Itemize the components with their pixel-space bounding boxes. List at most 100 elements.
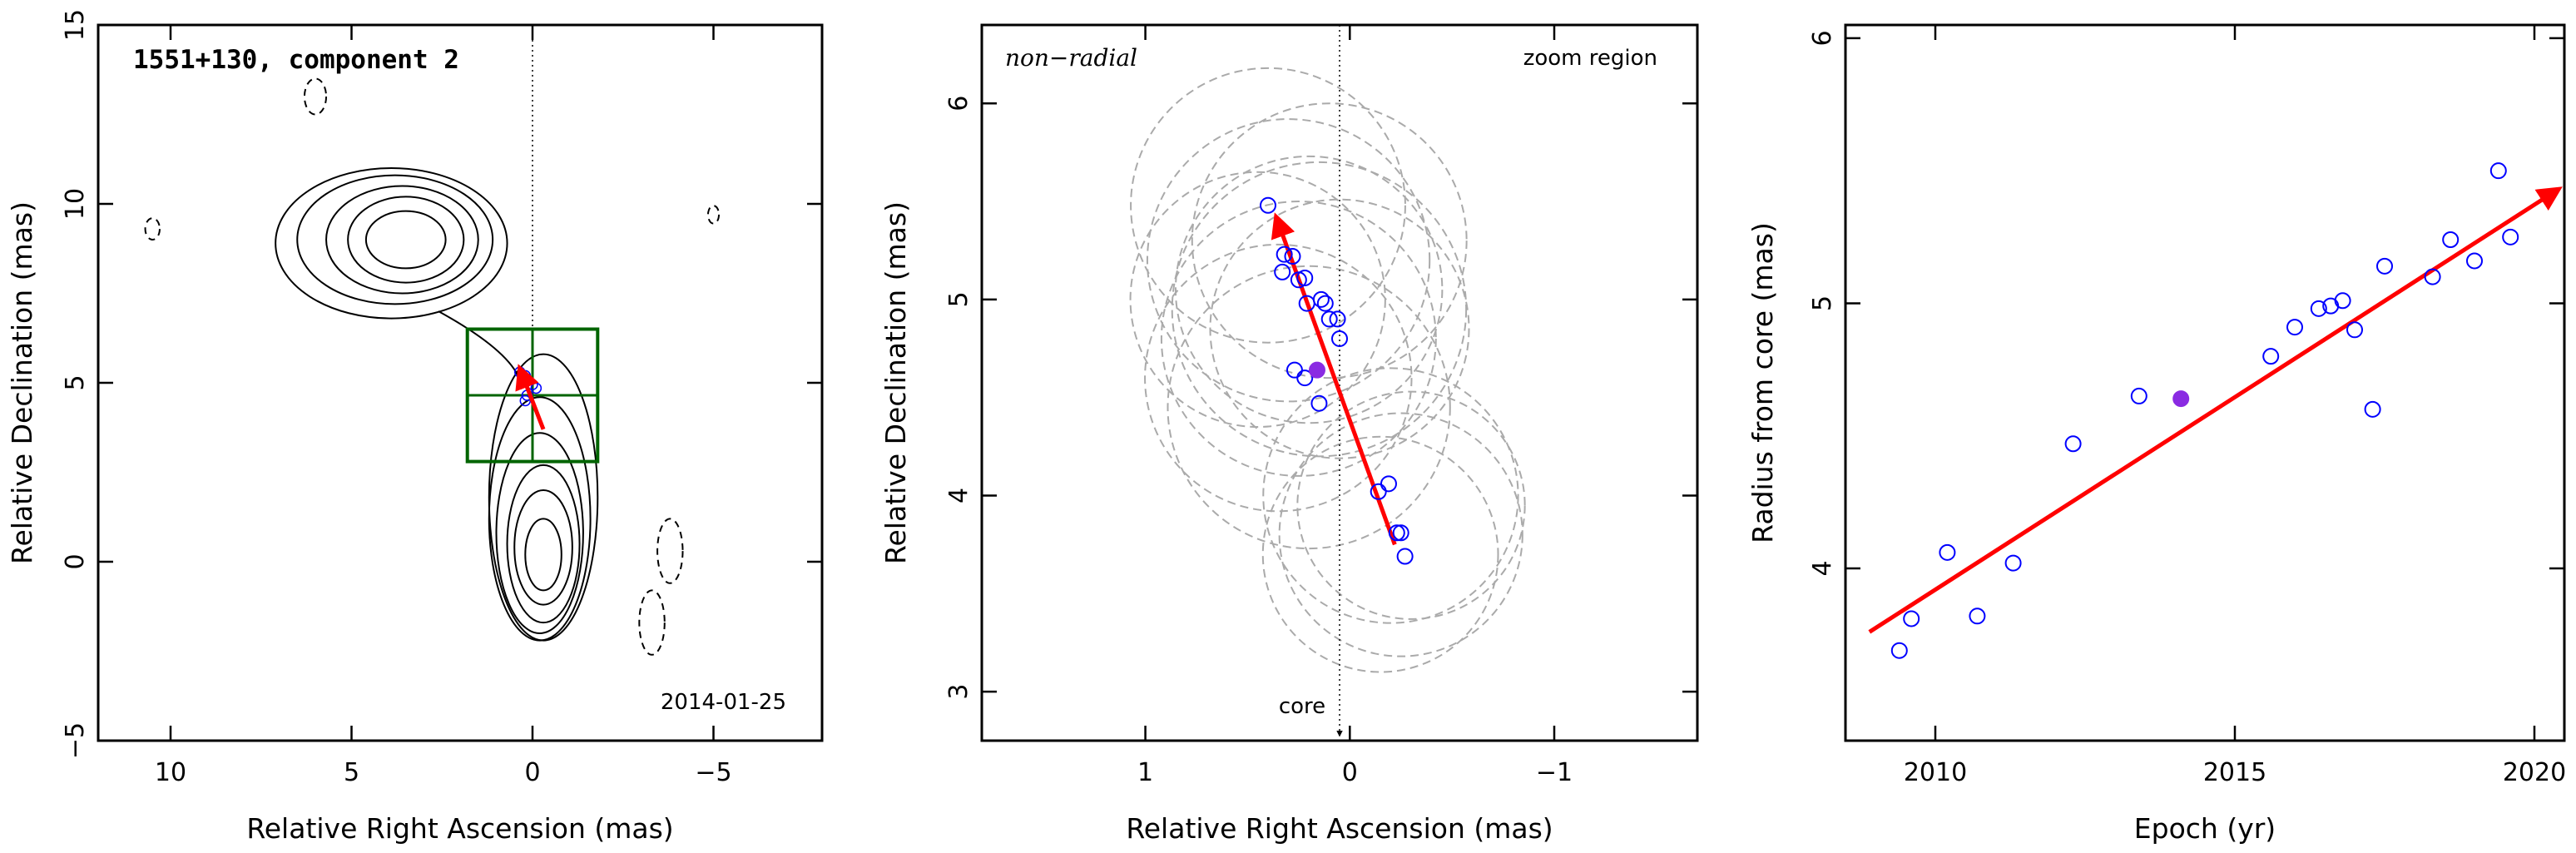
panel-zoom-xtick-label: 0 [1342,758,1358,787]
beam-circle [1129,171,1386,429]
beam-circle [1171,161,1468,458]
panel-radius: 2010 2015 2020 4 5 6 Epoch (yr) Radius from c… [1746,23,2566,845]
data-point [1388,524,1405,542]
contour-level [364,210,447,270]
panel-map: 10 5 0 −5 −5 0 5 10 15 1551+130, component 2 201… [6,9,824,845]
data-point [1286,361,1303,379]
panel-map-contours [144,77,721,656]
contour-level [495,432,584,634]
motion-arrow [1271,212,1397,546]
data-point [2489,162,2507,180]
data-point [2064,435,2082,453]
contour-level [513,489,573,606]
data-point [1320,310,1338,328]
data-point [1392,524,1409,542]
data-point [2004,554,2022,572]
panel-map-xtick-label: 5 [344,758,359,787]
beam-circle [1278,412,1523,657]
negative-contour [144,217,161,241]
contour-level [347,196,465,284]
data-point [2376,257,2393,275]
data-point [2262,348,2280,365]
data-point [1329,310,1346,328]
negative-contour [656,518,684,584]
panel-radius-ticks: 2010 2015 2020 4 5 6 [1808,25,2566,787]
panel-map-xtick-label: −5 [695,758,731,787]
panel-map-xlabel: Relative Right Ascension (mas) [246,812,673,845]
panel-map-date: 2014-01-25 [661,690,786,715]
panel-map-ytick-label: −5 [61,722,90,759]
panel-zoom-ytick-label: 4 [944,488,973,503]
beam-circle [1167,265,1451,550]
panel-zoom-xlabel: Relative Right Ascension (mas) [1126,812,1553,845]
panel-zoom: 1 0 −1 3 4 5 6 non−radial zoom region core Rel… [879,23,1699,845]
panel-map-ylabel: Relative Declination (mas) [6,201,38,564]
panel-radius-ylabel: Radius from core (mas) [1746,222,1779,543]
data-point [2334,292,2351,310]
panel-radius-ytick-label: 4 [1808,560,1837,576]
beam-circle [1146,118,1431,403]
beam-circle [1144,243,1413,513]
panel-radius-xtick-label: 2015 [2203,758,2266,787]
data-point [2364,400,2381,418]
motion-arrow [515,364,546,430]
panel-radius-fit-arrow [1868,186,2563,634]
contour-bridge [438,310,519,376]
data-point [1969,608,1986,625]
beam-circle [1174,155,1444,424]
negative-contour [638,589,666,656]
panel-map-xtick-label: 10 [155,758,186,787]
data-point [1380,475,1397,493]
data-point [1310,394,1328,412]
data-point [2466,252,2483,270]
data-point [1939,543,1956,561]
panel-zoom-ytick-label: 6 [944,96,973,112]
data-point [1276,245,1293,263]
beam-circle [1130,67,1406,344]
panel-zoom-ytick-label: 5 [944,291,973,307]
panel-radius-points [1890,162,2519,659]
data-point [1312,290,1330,308]
panel-zoom-points [1260,196,1414,565]
panel-map-ytick-label: 0 [61,553,90,569]
panel-zoom-xtick-label: 1 [1137,758,1153,787]
panel-map-title: 1551+130, component 2 [133,45,459,75]
data-point [1331,330,1348,347]
data-point [2442,231,2460,248]
panel-zoom-ticks: 1 0 −1 3 4 5 6 [944,25,1697,787]
panel-zoom-arrow [1271,212,1397,546]
panel-map-ticks: 10 5 0 −5 −5 0 5 10 15 [61,9,822,787]
panel-radius-xtick-label: 2010 [1904,758,1967,787]
panel-zoom-xtick-label: −1 [1536,758,1573,787]
panel-zoom-label-right: zoom region [1523,46,1657,71]
contour-level [506,464,581,624]
data-point [2424,268,2441,285]
panel-zoom-beams [1129,67,1526,673]
negative-contour [303,77,328,116]
contour-level [275,166,508,320]
data-point [1316,295,1334,312]
contour-level [488,353,599,642]
beam-circle [1262,367,1519,624]
data-point [2310,300,2327,317]
fit-arrow [1868,186,2563,634]
contour-level [296,174,494,305]
data-point [1260,196,1276,214]
panel-radius-xtick-label: 2020 [2503,758,2566,787]
panel-map-frame [97,23,824,742]
data-point [2130,387,2147,404]
panel-radius-ytick-label: 5 [1808,295,1837,311]
data-point [2286,319,2303,336]
data-point [1296,369,1314,387]
panel-radius-ytick-label: 6 [1808,30,1837,46]
data-point [2346,321,2363,339]
mean-point [1308,361,1325,379]
contour-level [524,518,562,592]
data-point [1274,263,1291,280]
panel-zoom-label-left: non−radial [1005,44,1137,72]
data-point [2502,228,2519,245]
beam-circle [1191,102,1468,379]
beam-circle [1160,201,1437,477]
data-point [1396,548,1414,565]
